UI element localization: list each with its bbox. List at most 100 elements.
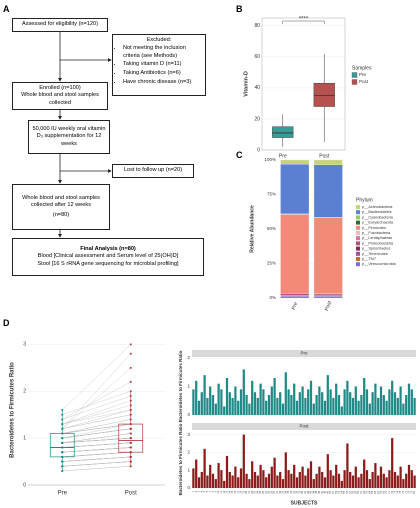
point bbox=[129, 460, 132, 463]
x-tick-label: 20 bbox=[246, 490, 248, 493]
x-tick-label: Pre bbox=[291, 301, 299, 311]
bar bbox=[405, 395, 408, 415]
x-tick-label: 79 bbox=[411, 490, 413, 493]
point bbox=[129, 366, 132, 369]
bar bbox=[223, 480, 226, 488]
bar bbox=[206, 397, 209, 415]
x-tick-label: 9 bbox=[215, 490, 217, 492]
bar bbox=[318, 466, 321, 488]
x-tick-label: 44 bbox=[313, 490, 315, 493]
bar bbox=[234, 386, 237, 415]
bar bbox=[309, 461, 313, 488]
legend-swatch bbox=[356, 246, 360, 251]
point bbox=[129, 432, 132, 435]
bar bbox=[276, 397, 279, 415]
x-tick-label: 40 bbox=[302, 490, 304, 493]
bar bbox=[323, 477, 327, 488]
flow-text: Whole blood and stool samples collected … bbox=[22, 194, 100, 208]
x-tick-label: 62 bbox=[364, 490, 366, 493]
x-tick-label: 68 bbox=[381, 490, 383, 493]
bar bbox=[396, 397, 399, 415]
x-tick-label: 12 bbox=[224, 490, 226, 493]
bar-segment bbox=[280, 295, 310, 299]
x-tick-label: 6 bbox=[207, 490, 209, 492]
x-tick-label: 78 bbox=[409, 490, 411, 493]
bar bbox=[351, 397, 355, 415]
bar bbox=[209, 464, 212, 488]
y-tick-label: 0 bbox=[23, 482, 26, 488]
legend-label: p__Euryarchaeota bbox=[362, 221, 394, 225]
bar bbox=[374, 463, 377, 488]
x-tick-label: 17 bbox=[238, 490, 240, 493]
legend-label: p__Lentisphaerae bbox=[362, 236, 392, 240]
bar bbox=[399, 386, 402, 415]
point bbox=[61, 413, 64, 416]
bar bbox=[256, 397, 259, 415]
legend-swatch bbox=[356, 225, 360, 230]
y-axis-label: Bacteroidetes to Firmicutes Ratio bbox=[178, 350, 183, 422]
x-tick-label: 13 bbox=[227, 490, 229, 493]
flow-text: Stool [16 S rRNA gene sequencing for mic… bbox=[37, 260, 179, 267]
legend-swatch bbox=[356, 231, 360, 235]
x-tick-label: 61 bbox=[361, 490, 363, 493]
pair-line bbox=[62, 428, 131, 439]
bar bbox=[200, 471, 203, 488]
bar bbox=[402, 479, 405, 488]
flow-text: Excluded: bbox=[146, 37, 172, 43]
x-tick-label: Post bbox=[125, 491, 137, 497]
point bbox=[129, 413, 132, 416]
bar bbox=[301, 386, 304, 415]
flow-box: 50,000 IU weekly oral vitamin D₃ supplem… bbox=[28, 120, 110, 154]
bar bbox=[332, 475, 335, 488]
point bbox=[129, 418, 132, 421]
bar bbox=[237, 477, 240, 488]
x-tick-label: 56 bbox=[347, 490, 349, 493]
bar-segment bbox=[280, 164, 310, 214]
bar bbox=[368, 403, 371, 415]
x-tick-label: 53 bbox=[339, 490, 341, 493]
pair-line bbox=[62, 456, 131, 462]
point bbox=[61, 451, 64, 454]
flow-box: Whole blood and stool samples collected … bbox=[12, 184, 110, 230]
flow-box: Lost to follow up (n=20) bbox=[112, 164, 194, 178]
bar bbox=[307, 389, 310, 415]
x-tick-label: 67 bbox=[378, 490, 380, 493]
y-tick-label: 3 bbox=[187, 432, 190, 437]
bar bbox=[349, 471, 352, 488]
bar bbox=[281, 479, 285, 488]
y-axis-label: Bacteroidetes to Firmicutes Ratio bbox=[178, 423, 183, 495]
x-tick-label: 1 bbox=[193, 490, 195, 492]
x-tick-label: 33 bbox=[283, 490, 285, 493]
bar bbox=[323, 400, 327, 415]
point bbox=[129, 423, 132, 426]
y-axis-label: Vitamin-D bbox=[243, 71, 249, 97]
x-tick-label: 7 bbox=[210, 490, 212, 492]
bar bbox=[225, 455, 229, 488]
bar bbox=[393, 392, 397, 415]
bar bbox=[346, 380, 349, 415]
x-tick-label: 16 bbox=[235, 490, 237, 493]
point bbox=[61, 432, 64, 435]
bar bbox=[371, 471, 374, 488]
x-tick-label: Pre bbox=[58, 491, 68, 497]
pair-line bbox=[62, 452, 131, 458]
bar bbox=[343, 470, 346, 488]
legend-label: p__Spirochaetes bbox=[362, 247, 391, 251]
bar bbox=[385, 477, 388, 488]
x-tick-label: 29 bbox=[271, 490, 273, 493]
bar bbox=[391, 380, 394, 415]
bar bbox=[326, 375, 329, 415]
exclusion-item: Not meeting the inclusion criteria (see … bbox=[123, 45, 203, 60]
bar bbox=[211, 473, 215, 488]
bar-segment bbox=[313, 164, 343, 218]
x-tick-label: 41 bbox=[305, 490, 307, 493]
bar bbox=[195, 380, 198, 415]
x-tick-label: 10 bbox=[218, 490, 220, 493]
bar bbox=[363, 377, 366, 415]
legend-swatch bbox=[356, 257, 360, 261]
bar bbox=[293, 464, 296, 488]
x-tick-label: 37 bbox=[294, 490, 296, 493]
bar bbox=[407, 383, 411, 415]
x-tick-label: 34 bbox=[285, 490, 287, 493]
legend-label: p__Cyanobacteria bbox=[362, 215, 394, 219]
